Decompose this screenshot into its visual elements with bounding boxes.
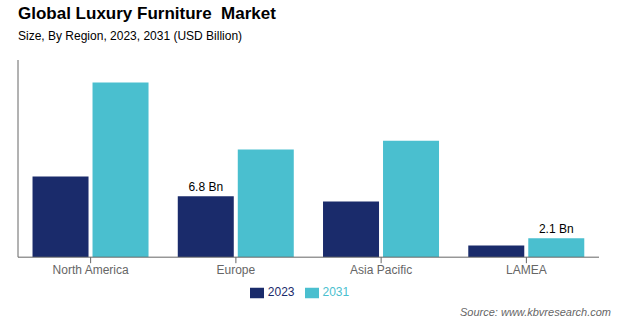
html-text:Size, By Region, 2023, 2031 (U: Size, By Region, 2023, 2031 (USD Billion… bbox=[18, 29, 243, 43]
svg-text:Asia Pacific: Asia Pacific bbox=[350, 263, 412, 277]
html-text:Global Luxury Furniture Market: Global Luxury Furniture Market bbox=[18, 4, 276, 23]
html-text:2023: 2023 bbox=[267, 285, 295, 300]
svg-text:2.1 Bn: 2.1 Bn bbox=[539, 222, 574, 236]
svg-text:North America: North America bbox=[53, 263, 129, 277]
html-text:Source: www.kbvresearch.com: Source: www.kbvresearch.com bbox=[460, 306, 611, 318]
svg-text:LAMEA: LAMEA bbox=[506, 263, 547, 277]
svg-text:6.8 Bn: 6.8 Bn bbox=[188, 180, 223, 194]
svg-text:Europe: Europe bbox=[217, 263, 256, 277]
html-text:2031: 2031 bbox=[322, 285, 350, 300]
